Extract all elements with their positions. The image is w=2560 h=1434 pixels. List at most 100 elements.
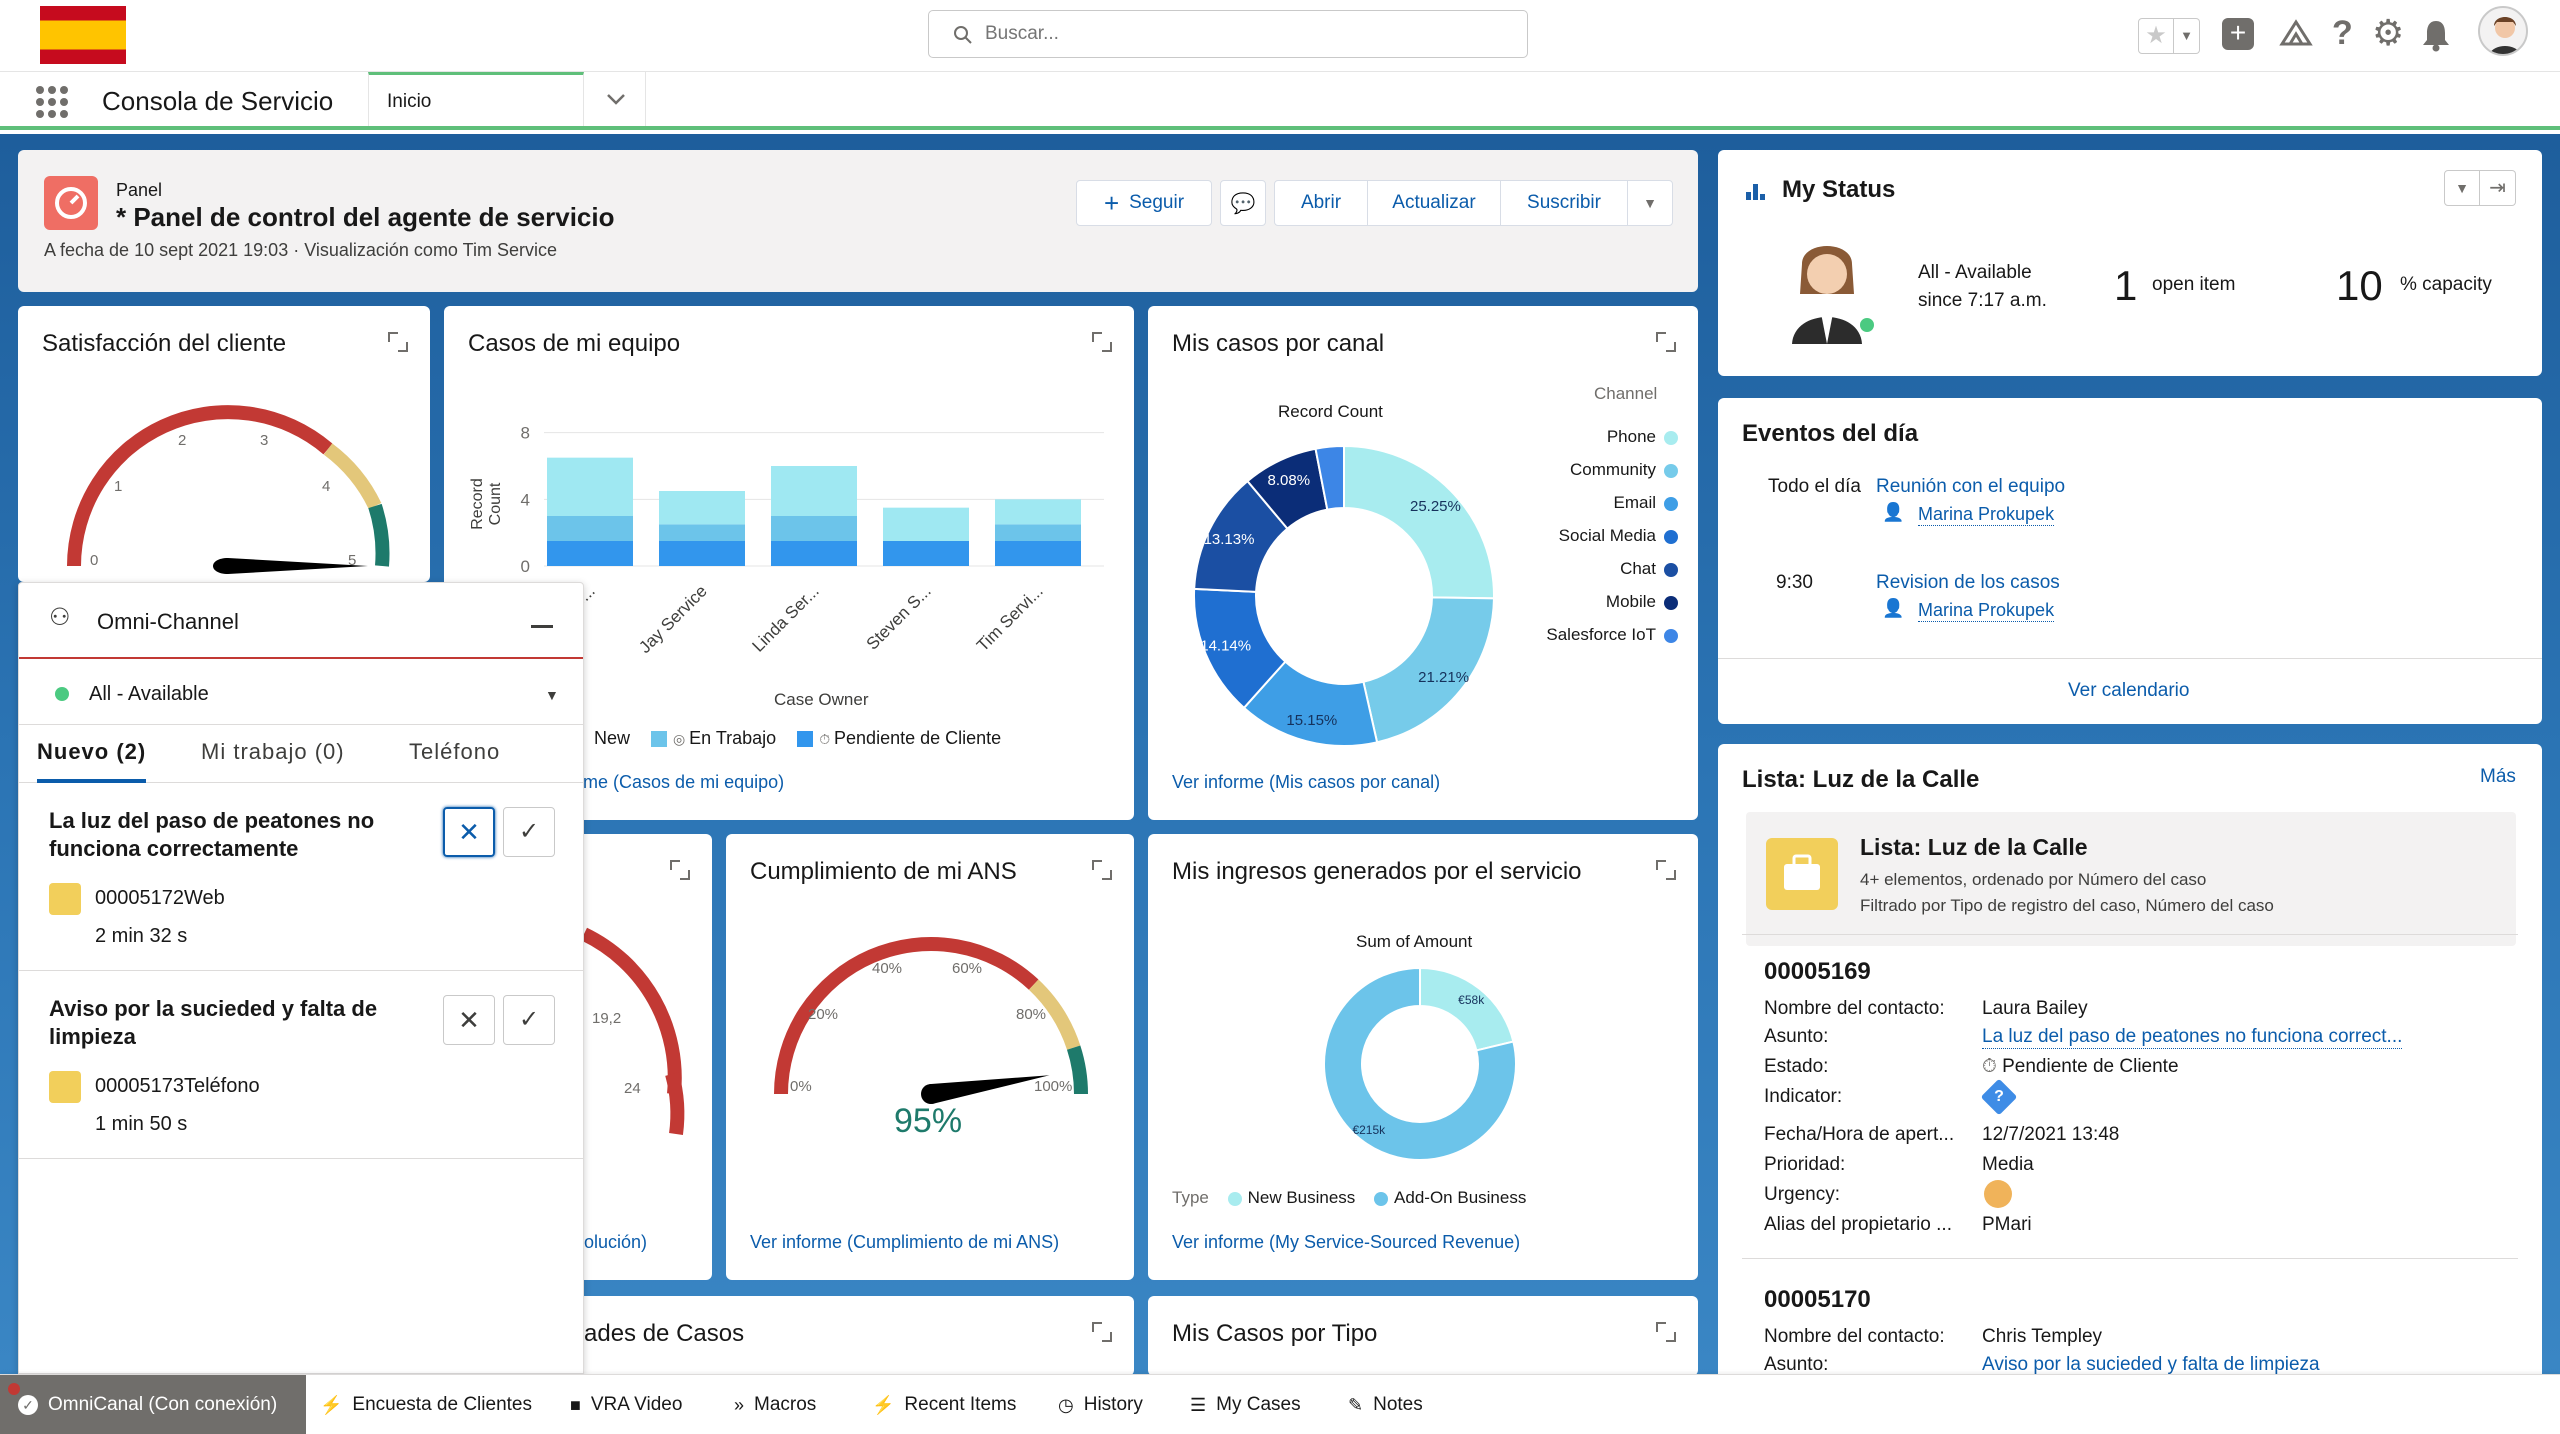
legend-new-business: New Business <box>1247 1188 1356 1207</box>
divider <box>1742 1258 2518 1259</box>
video-icon: ■ <box>570 1394 581 1415</box>
gauge-tick: 60% <box>952 960 983 977</box>
online-check-icon <box>8 1383 20 1395</box>
utility-macros[interactable]: » Macros <box>734 1394 817 1415</box>
view-calendar-link[interactable]: Ver calendario <box>2068 680 2190 701</box>
notifications-bell-icon[interactable] <box>2420 18 2452 52</box>
expand-icon[interactable] <box>1656 1322 1676 1342</box>
open-button[interactable]: Abrir <box>1274 180 1368 226</box>
utility-notes[interactable]: ✎ Notes <box>1348 1394 1423 1415</box>
record-number[interactable]: 00005170 <box>1764 1286 1871 1313</box>
utility-vra-video[interactable]: ■ VRA Video <box>570 1394 683 1415</box>
dashboard-label: Panel <box>116 180 163 200</box>
record-field-value: PMari <box>1982 1214 2032 1235</box>
x-axis-label: Case Owner <box>774 690 869 709</box>
capacity-label: % capacity <box>2400 274 2492 295</box>
timer-icon: ⏱ <box>1982 1056 2003 1077</box>
utility-history[interactable]: ◷ History <box>1058 1394 1143 1415</box>
expand-icon[interactable] <box>1656 332 1676 352</box>
status-dropdown-icon[interactable]: ▼ <box>545 687 559 703</box>
refresh-button[interactable]: Actualizar <box>1367 180 1501 226</box>
app-nav-bar: Consola de Servicio Inicio <box>0 72 2560 130</box>
work-item[interactable]: Aviso por la sucieded y falta de limpiez… <box>19 971 583 1159</box>
omni-header: ⚇ Omni-Channel <box>19 583 583 659</box>
ingresos-report-link[interactable]: Ver informe (My Service-Sourced Revenue) <box>1172 1232 1521 1252</box>
tab-inicio[interactable]: Inicio <box>368 72 584 126</box>
ans-report-link[interactable]: Ver informe (Cumplimiento de mi ANS) <box>750 1232 1060 1252</box>
utility-my-cases[interactable]: ☰ My Cases <box>1190 1394 1301 1415</box>
tab-mi-trabajo[interactable]: Mi trabajo (0) <box>201 739 345 764</box>
favorites-dropdown-icon[interactable]: ▼ <box>2174 18 2200 54</box>
popout-icon[interactable]: ⇥ <box>2480 170 2516 206</box>
casos-canal-report-link[interactable]: Ver informe (Mis casos por canal) <box>1172 772 1441 792</box>
my-status-value: All - Available <box>1918 262 2032 283</box>
ans-value: 95% <box>894 1102 963 1140</box>
bar-segment <box>771 516 857 541</box>
record-number[interactable]: 00005169 <box>1764 958 1871 985</box>
event-title-link[interactable]: Reunión con el equipo <box>1876 476 2066 497</box>
record-field-label: Nombre del contacto: <box>1764 1326 1945 1347</box>
expand-icon[interactable] <box>1092 860 1112 880</box>
more-actions-chevron-icon[interactable]: ▼ <box>1627 180 1673 226</box>
donut-label: 13.13% <box>1204 531 1255 548</box>
more-link[interactable]: Más <box>2480 766 2516 787</box>
x-tick-label: Linda Ser... <box>749 581 823 655</box>
tab-nuevo[interactable]: Nuevo (2) <box>37 739 147 783</box>
search-input[interactable] <box>985 19 1505 49</box>
minimize-icon[interactable] <box>531 625 553 628</box>
capacity-value: 10 <box>2336 262 2383 309</box>
accept-button[interactable]: ✓ <box>503 995 555 1045</box>
donut-label: 15.15% <box>1286 712 1337 729</box>
resolucion-report-link[interactable]: olución) <box>584 1232 648 1252</box>
utility-omnichannel[interactable]: ✓ OmniCanal (Con conexión) <box>0 1375 306 1434</box>
spain-flag-logo[interactable] <box>40 6 126 64</box>
chatter-icon[interactable]: 💬 <box>1220 180 1266 226</box>
event-person-link[interactable]: Marina Prokupek <box>1918 504 2055 526</box>
event-title-link[interactable]: Revision de los casos <box>1876 572 2060 593</box>
help-icon[interactable]: ? <box>2332 14 2353 52</box>
expand-icon[interactable] <box>388 332 408 352</box>
tab-telefono[interactable]: Teléfono <box>409 739 501 764</box>
utility-recent-items[interactable]: ⚡ Recent Items <box>872 1394 1017 1415</box>
x-tick-label: Steven S... <box>863 581 935 653</box>
list-icon: ☰ <box>1190 1394 1207 1415</box>
favorites-star-icon[interactable]: ★ <box>2138 18 2174 54</box>
gauge-tick: 4 <box>322 478 331 495</box>
app-launcher-icon[interactable] <box>36 86 68 118</box>
divider <box>1718 658 2542 659</box>
decline-button[interactable]: ✕ <box>443 807 495 857</box>
nav-dropdown-chevron-icon[interactable] <box>586 72 646 126</box>
omni-status-select[interactable]: All - Available ▼ <box>19 661 583 725</box>
accept-button[interactable]: ✓ <box>503 807 555 857</box>
expand-icon[interactable] <box>1092 332 1112 352</box>
follow-button[interactable]: + Seguir <box>1076 180 1212 226</box>
utility-encuesta[interactable]: ⚡ Encuesta de Clientes <box>320 1394 532 1415</box>
setup-gear-icon[interactable]: ⚙ <box>2372 12 2405 53</box>
bar-segment <box>547 541 633 566</box>
dashboard-header: Panel * Panel de control del agente de s… <box>18 150 1698 292</box>
user-avatar[interactable] <box>2478 6 2528 56</box>
decline-button[interactable]: ✕ <box>443 995 495 1045</box>
work-item-time: 1 min 50 s <box>95 1113 188 1135</box>
gauge-tick: 20% <box>808 1006 839 1023</box>
work-item-subject: Aviso por la sucieded y falta de limpiez… <box>49 996 378 1049</box>
work-item[interactable]: La luz del paso de peatones no funciona … <box>19 783 583 971</box>
global-search-box[interactable] <box>928 10 1528 58</box>
expand-icon[interactable] <box>1656 860 1676 880</box>
donut-label: 14.14% <box>1200 638 1251 655</box>
prioridades-title-fragment: ades de Casos <box>584 1320 745 1347</box>
channel-legend-item: Mobile <box>1438 585 1678 618</box>
event-person-link[interactable]: Marina Prokupek <box>1918 600 2055 622</box>
status-dropdown-icon[interactable]: ▼ <box>2444 170 2480 206</box>
expand-icon[interactable] <box>1092 1322 1112 1342</box>
ans-needle-hub <box>921 1084 941 1104</box>
channel-legend-item: Social Media <box>1438 519 1678 552</box>
expand-icon[interactable] <box>670 860 690 880</box>
casos-equipo-title: Casos de mi equipo <box>468 330 681 357</box>
global-add-icon[interactable]: + <box>2222 18 2254 50</box>
satisfaccion-card: Satisfacción del cliente 0 1 2 3 4 5 <box>18 306 430 582</box>
subscribe-button[interactable]: Suscribir <box>1500 180 1628 226</box>
record-subject-link[interactable]: Aviso por la sucieded y falta de limpiez… <box>1982 1354 2320 1375</box>
record-subject-link[interactable]: La luz del paso de peatones no funciona … <box>1982 1026 2403 1049</box>
trailhead-icon[interactable] <box>2278 18 2314 52</box>
